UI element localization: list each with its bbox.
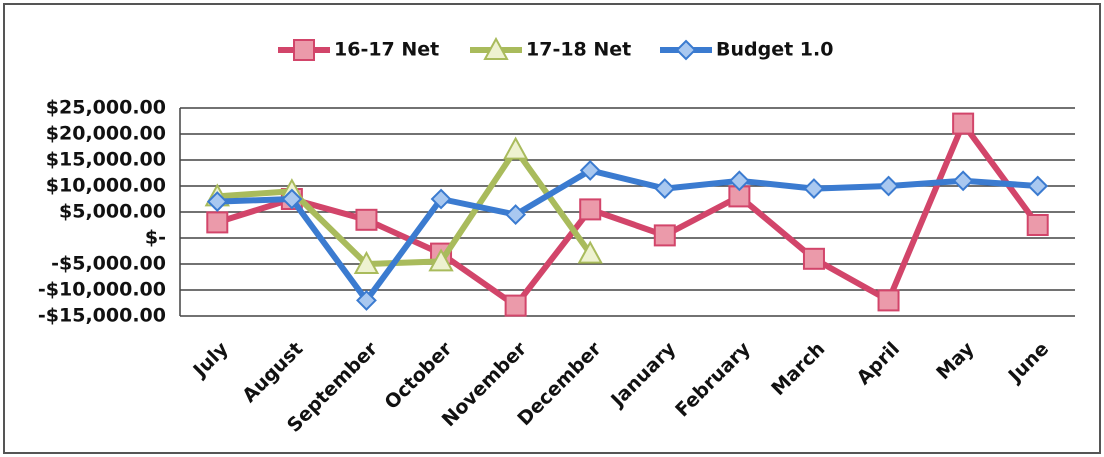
marker (579, 198, 602, 221)
marker (355, 208, 378, 231)
marker (654, 178, 676, 200)
series-line (217, 146, 593, 267)
y-tick-label: $15,000.00 (46, 149, 166, 171)
marker (430, 188, 452, 210)
y-tick-label: $10,000.00 (46, 175, 166, 197)
marker (952, 112, 975, 135)
marker (653, 224, 676, 247)
marker (505, 204, 527, 226)
marker (877, 289, 900, 312)
legend-label: Budget 1.0 (716, 39, 833, 61)
series-line (217, 167, 1038, 304)
marker (675, 39, 697, 61)
marker (878, 175, 899, 197)
marker (577, 240, 603, 264)
marker (803, 178, 825, 200)
marker (802, 247, 825, 270)
marker (293, 39, 315, 61)
marker (504, 294, 527, 317)
marker (502, 136, 529, 160)
y-tick-label: -$5,000.00 (51, 253, 166, 275)
y-tick-label: $25,000.00 (46, 97, 166, 119)
marker (356, 289, 377, 311)
y-tick-label: $5,000.00 (59, 201, 166, 223)
marker (579, 159, 601, 181)
marker (728, 170, 750, 192)
marker (281, 188, 303, 210)
legend-label: 17-18 Net (526, 39, 631, 61)
marker (206, 191, 228, 213)
marker (1026, 214, 1049, 236)
y-tick-label: -$10,000.00 (38, 279, 166, 301)
series-line (216, 120, 1041, 309)
y-tick-label: $20,000.00 (46, 123, 166, 145)
marker (952, 170, 974, 192)
marker (1027, 175, 1049, 197)
y-tick-label: -$15,000.00 (38, 305, 166, 327)
y-tick-label: $- (145, 227, 166, 249)
marker (206, 211, 229, 234)
legend-label: 16-17 Net (334, 39, 439, 61)
marker (483, 36, 509, 60)
marker (353, 250, 380, 274)
marker (428, 248, 454, 272)
